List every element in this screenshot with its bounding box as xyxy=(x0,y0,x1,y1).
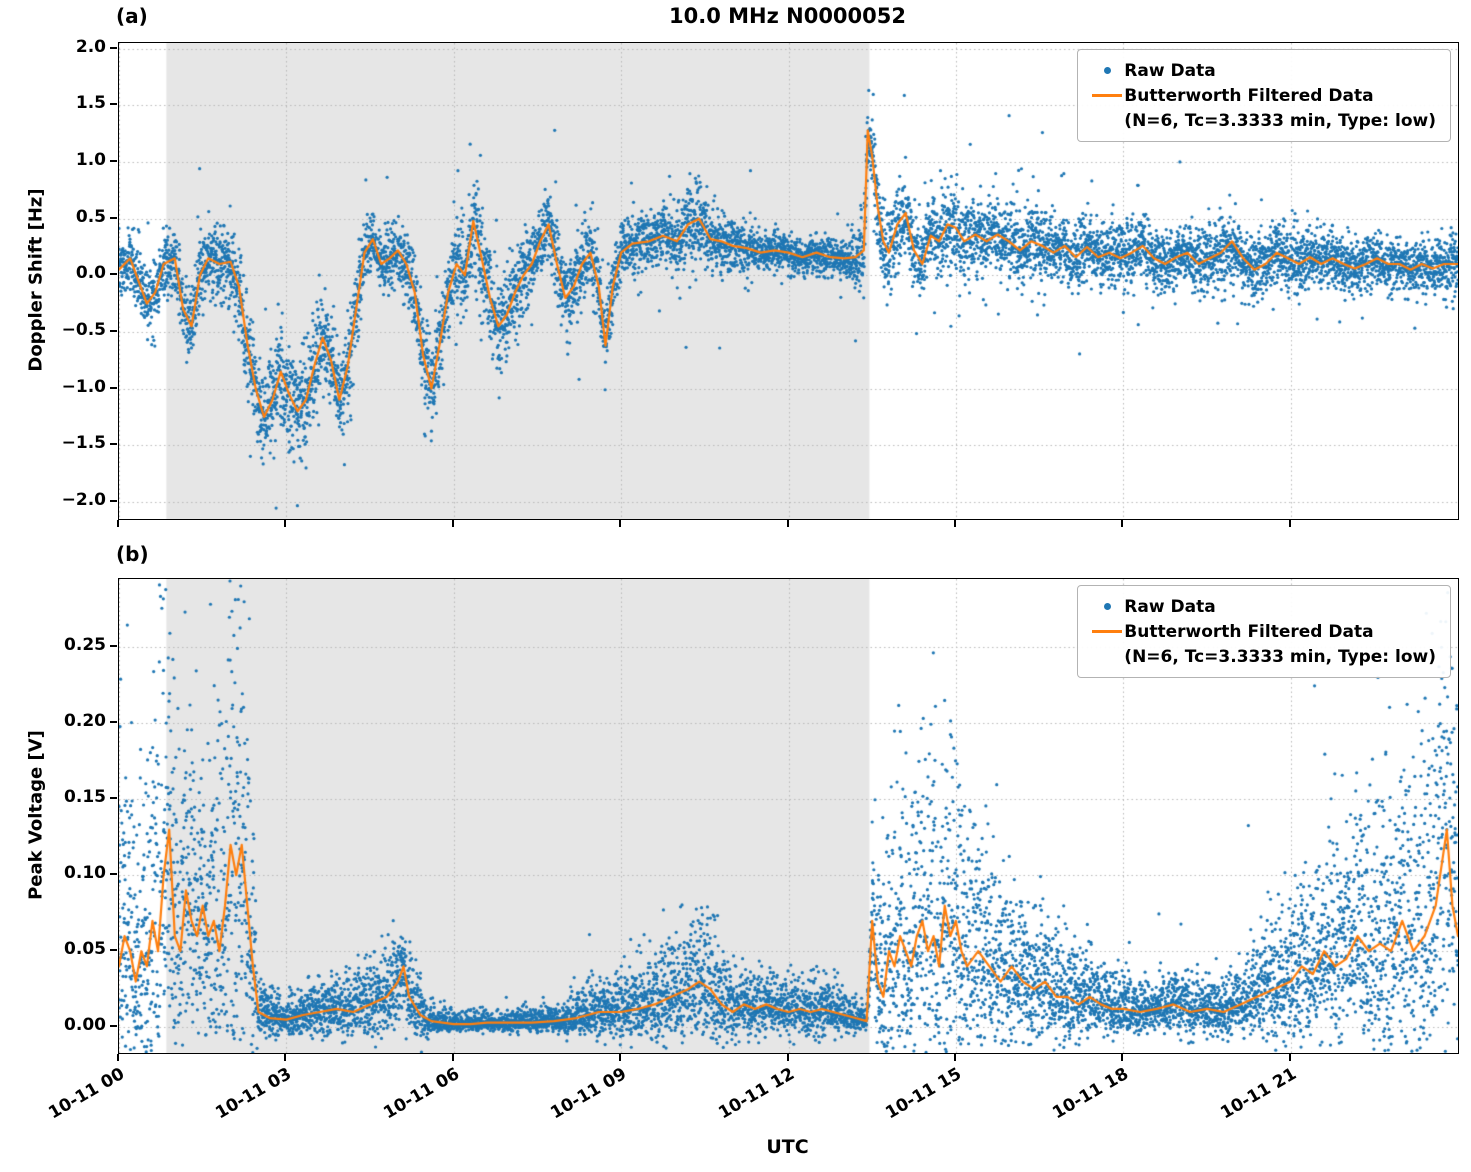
y-tick-mark xyxy=(110,46,117,49)
y-tick-label: 1.5 xyxy=(75,93,106,114)
legend-row-raw: Raw Data xyxy=(1090,594,1436,619)
y-tick-label: 0.25 xyxy=(64,635,106,656)
y-tick-mark xyxy=(110,721,117,724)
x-tick-label: 10-11 12 xyxy=(714,1064,798,1124)
x-tick-mark xyxy=(953,520,956,527)
y-tick-mark xyxy=(110,873,117,876)
panel-a-plot: Raw Data Butterworth Filtered Data (N=6,… xyxy=(118,42,1459,520)
legend-raw-label: Raw Data xyxy=(1124,596,1216,617)
filtered-line-icon xyxy=(1092,94,1123,97)
x-tick-mark xyxy=(117,520,119,527)
y-tick-label: 0.0 xyxy=(75,263,106,284)
y-tick-label: −1.0 xyxy=(61,376,106,397)
y-tick-label: 0.10 xyxy=(64,863,106,884)
x-tick-mark xyxy=(1288,520,1291,527)
y-tick-mark xyxy=(110,797,117,800)
x-tick-label: 10-11 21 xyxy=(1216,1064,1300,1124)
legend-filtered-label: Butterworth Filtered Data xyxy=(1124,85,1374,106)
x-tick-mark xyxy=(619,520,622,527)
y-tick-mark xyxy=(110,386,117,389)
filtered-marker-wrap xyxy=(1090,630,1124,633)
raw-data-marker-wrap xyxy=(1090,67,1124,74)
y-tick-label: 0.00 xyxy=(64,1015,106,1036)
y-tick-label: 0.20 xyxy=(64,711,106,732)
y-tick-mark xyxy=(110,1025,117,1028)
raw-data-marker-wrap xyxy=(1090,603,1124,610)
panel-b-legend: Raw Data Butterworth Filtered Data (N=6,… xyxy=(1077,585,1451,678)
y-tick-mark xyxy=(110,160,117,162)
x-axis-label: UTC xyxy=(766,1136,809,1158)
legend-filtered-label: Butterworth Filtered Data xyxy=(1124,621,1374,642)
raw-data-dot-icon xyxy=(1103,67,1111,74)
x-tick-mark xyxy=(451,1054,454,1061)
x-tick-mark xyxy=(1121,520,1124,527)
x-tick-mark xyxy=(1121,1054,1124,1061)
x-tick-mark xyxy=(619,1054,622,1061)
y-tick-label: −1.5 xyxy=(61,433,106,454)
y-tick-label: −0.5 xyxy=(61,320,106,340)
x-tick-label: 10-11 18 xyxy=(1049,1064,1133,1124)
x-tick-mark xyxy=(284,1054,287,1061)
legend-row-filtered-params: (N=6, Tc=3.3333 min, Type: low) xyxy=(1090,108,1436,133)
y-tick-label: 2.0 xyxy=(75,36,106,57)
filtered-marker-wrap xyxy=(1090,94,1124,97)
panel-a-legend: Raw Data Butterworth Filtered Data (N=6,… xyxy=(1077,49,1451,142)
x-tick-mark xyxy=(451,520,454,527)
legend-row-raw: Raw Data xyxy=(1090,58,1436,83)
panel-b-label: (b) xyxy=(116,542,149,566)
x-tick-label: 10-11 09 xyxy=(547,1064,631,1124)
raw-data-dot-icon xyxy=(1103,603,1111,610)
y-tick-label: 0.05 xyxy=(64,939,106,960)
panel-b-plot: Raw Data Butterworth Filtered Data (N=6,… xyxy=(118,578,1459,1054)
y-tick-label: −2.0 xyxy=(61,490,106,510)
filtered-line-icon xyxy=(1092,630,1123,633)
y-tick-mark xyxy=(110,500,117,502)
y-tick-mark xyxy=(110,443,117,446)
y-tick-mark xyxy=(110,103,117,106)
legend-row-filtered-params: (N=6, Tc=3.3333 min, Type: low) xyxy=(1090,644,1436,669)
y-tick-mark xyxy=(110,273,117,276)
x-tick-mark xyxy=(284,520,287,527)
x-tick-mark xyxy=(786,520,789,527)
x-tick-mark xyxy=(117,1054,119,1061)
y-tick-mark xyxy=(110,216,117,219)
x-tick-mark xyxy=(1288,1054,1291,1061)
x-tick-label: 10-11 03 xyxy=(212,1064,296,1124)
y-tick-mark xyxy=(110,645,117,648)
legend-row-filtered: Butterworth Filtered Data xyxy=(1090,619,1436,644)
figure-title: 10.0 MHz N0000052 xyxy=(669,4,906,28)
x-tick-label: 10-11 06 xyxy=(380,1064,463,1124)
x-tick-mark xyxy=(953,1054,956,1061)
y-tick-mark xyxy=(110,330,117,332)
x-tick-label: 10-11 15 xyxy=(882,1064,965,1124)
legend-filtered-sublabel: (N=6, Tc=3.3333 min, Type: low) xyxy=(1124,110,1436,131)
y-tick-label: 0.5 xyxy=(75,206,106,227)
legend-row-filtered: Butterworth Filtered Data xyxy=(1090,83,1436,108)
y-tick-label: 0.15 xyxy=(64,787,106,808)
legend-raw-label: Raw Data xyxy=(1124,60,1216,81)
x-tick-mark xyxy=(786,1054,789,1061)
y-tick-mark xyxy=(110,949,117,952)
x-tick-label: 10-11 00 xyxy=(45,1064,128,1124)
legend-filtered-sublabel: (N=6, Tc=3.3333 min, Type: low) xyxy=(1124,646,1436,667)
panel-a-label: (a) xyxy=(116,4,148,28)
y-tick-label: 1.0 xyxy=(75,150,106,170)
